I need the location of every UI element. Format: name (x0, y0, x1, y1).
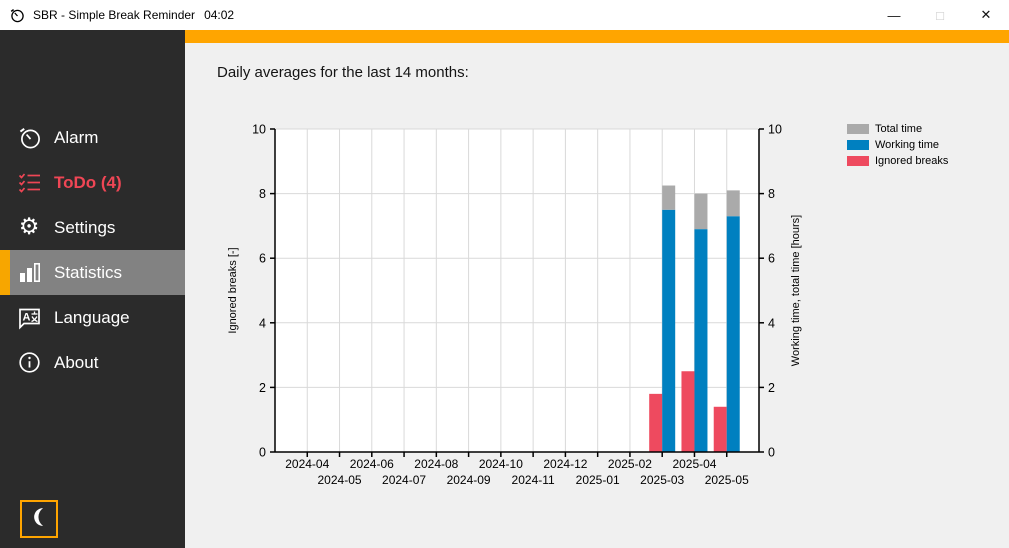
svg-text:6: 6 (768, 252, 775, 266)
svg-text:2024-04: 2024-04 (285, 457, 329, 471)
svg-text:2024-11: 2024-11 (512, 473, 555, 487)
sidebar-item-language[interactable]: A Language (0, 295, 185, 340)
svg-text:2024-06: 2024-06 (350, 457, 394, 471)
svg-text:2024-07: 2024-07 (382, 473, 426, 487)
svg-text:2024-09: 2024-09 (447, 473, 491, 487)
sidebar-item-label: Alarm (54, 127, 99, 147)
moon-icon (26, 504, 52, 535)
svg-text:4: 4 (768, 316, 775, 330)
legend-item-working-time: Working time (847, 139, 948, 151)
sidebar-item-alarm[interactable]: Alarm (0, 115, 185, 160)
statistics-page: Daily averages for the last 14 months: 0… (185, 43, 1009, 548)
svg-text:2025-04: 2025-04 (672, 457, 716, 471)
legend-label: Total time (875, 123, 923, 135)
window-title: SBR - Simple Break Reminder (33, 8, 196, 22)
close-button[interactable]: ✕ (980, 7, 992, 22)
page-title: Daily averages for the last 14 months: (217, 64, 469, 81)
svg-text:2024-05: 2024-05 (318, 473, 362, 487)
sidebar-nav: Alarm ToDo (4) ⚙ (0, 30, 185, 385)
sidebar: Alarm ToDo (4) ⚙ (0, 30, 185, 548)
main-panel: Daily averages for the last 14 months: 0… (185, 30, 1009, 548)
svg-text:8: 8 (768, 187, 775, 201)
chart-legend: Total time Working time Ignored breaks (847, 123, 948, 171)
title-bar: SBR - Simple Break Reminder 04:02 — □ ✕ (0, 0, 1009, 30)
gear-icon: ⚙ (18, 214, 40, 240)
sidebar-item-about[interactable]: About (0, 340, 185, 385)
legend-label: Working time (875, 139, 939, 151)
legend-item-total-time: Total time (847, 123, 948, 135)
ignored-breaks-swatch (847, 156, 869, 166)
sidebar-item-label: Settings (54, 217, 116, 237)
sidebar-item-label: About (54, 352, 99, 372)
translate-icon: A (16, 305, 42, 331)
working-time-swatch (847, 140, 869, 150)
svg-text:2025-02: 2025-02 (608, 457, 652, 471)
svg-text:2025-01: 2025-01 (576, 473, 620, 487)
svg-text:0: 0 (768, 446, 775, 460)
total-time-swatch (847, 124, 869, 134)
svg-text:8: 8 (259, 187, 266, 201)
legend-label: Ignored breaks (875, 155, 949, 167)
statistics-chart: 0 0 2 2 4 4 6 6 8 8 10 10 2024-04 2024-05 2024-06 2024-… (227, 123, 802, 488)
svg-text:10: 10 (252, 123, 266, 137)
sidebar-item-label: Language (54, 307, 130, 327)
info-icon (16, 350, 42, 376)
svg-text:A: A (22, 312, 30, 324)
stopwatch-icon (16, 125, 42, 151)
sidebar-item-label: Statistics (54, 262, 123, 282)
accent-strip (185, 30, 1009, 43)
sidebar-item-label: ToDo (4) (54, 172, 122, 192)
legend-item-ignored-breaks: Ignored breaks (847, 155, 948, 167)
svg-text:2025-05: 2025-05 (705, 473, 749, 487)
maximize-button: □ (936, 7, 944, 23)
svg-text:2024-08: 2024-08 (414, 457, 458, 471)
todo-list-icon (16, 170, 42, 196)
svg-text:2: 2 (259, 381, 266, 395)
sidebar-item-todo[interactable]: ToDo (4) (0, 160, 185, 205)
svg-text:4: 4 (259, 316, 266, 330)
svg-text:2025-03: 2025-03 (640, 473, 684, 487)
app-stopwatch-icon (9, 7, 25, 23)
svg-text:10: 10 (768, 123, 782, 137)
svg-text:2024-12: 2024-12 (543, 457, 587, 471)
window-controls: — □ ✕ (871, 0, 1009, 30)
window-clock: 04:02 (204, 8, 235, 22)
bar-chart-icon (16, 260, 42, 286)
svg-text:Ignored breaks [-]: Ignored breaks [-] (227, 247, 239, 333)
svg-text:6: 6 (259, 252, 266, 266)
night-mode-button[interactable] (20, 500, 58, 538)
minimize-button[interactable]: — (887, 7, 901, 23)
svg-text:Working time, total time [hour: Working time, total time [hours] (790, 215, 802, 366)
svg-text:2: 2 (768, 381, 775, 395)
sidebar-item-statistics[interactable]: Statistics (0, 250, 185, 295)
svg-text:0: 0 (259, 446, 266, 460)
sidebar-item-settings[interactable]: ⚙ Settings (0, 205, 185, 250)
svg-text:2024-10: 2024-10 (479, 457, 523, 471)
